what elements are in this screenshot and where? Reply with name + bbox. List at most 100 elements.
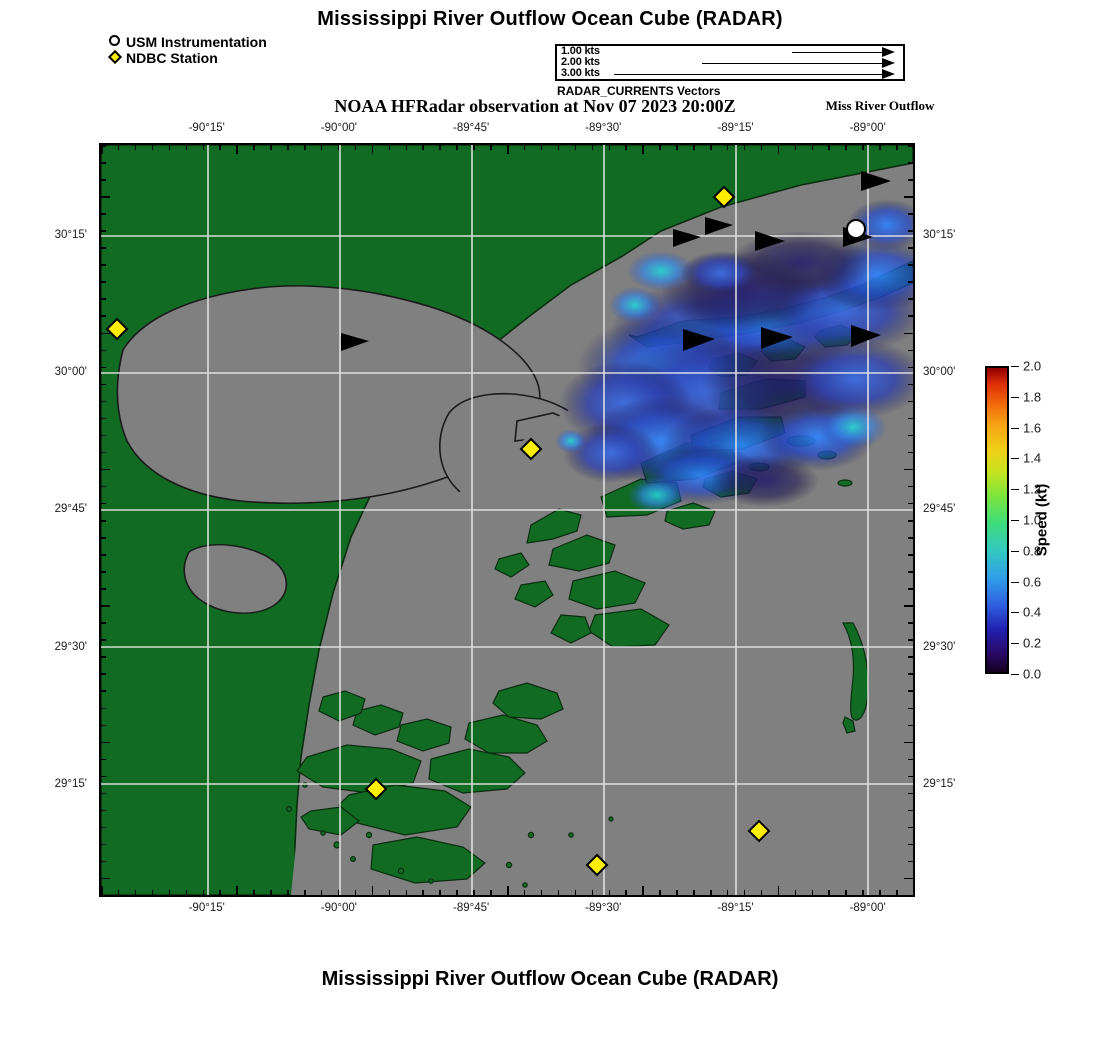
vector-scale-label-2: 2.00 kts	[561, 56, 600, 68]
axis-tick	[101, 690, 106, 692]
axis-tick	[101, 741, 110, 744]
axis-tick	[908, 588, 913, 590]
axis-tick	[710, 145, 712, 150]
colorbar[interactable]: 2.0 1.8 1.6 1.4 1.2 1.0 0.8 0.6 0.4 0.2 0.0	[985, 359, 1041, 682]
axis-tick	[117, 145, 120, 150]
axis-tick	[625, 890, 627, 895]
axis-tick-label-lon: -89°30'	[585, 122, 622, 134]
axis-tick	[287, 890, 289, 895]
axis-tick	[904, 196, 913, 198]
axis-tick	[908, 451, 913, 454]
axis-tick	[101, 809, 106, 812]
axis-tick	[101, 213, 106, 215]
axis-tick	[908, 690, 913, 692]
axis-tick	[908, 162, 913, 164]
axis-tick	[168, 890, 171, 895]
ndbc-station-marker[interactable]	[585, 853, 609, 877]
axis-tick	[904, 741, 913, 744]
axis-tick	[270, 890, 272, 895]
axis-tick	[219, 145, 221, 150]
axis-tick	[908, 485, 913, 488]
colorbar-tick-label: 1.6	[1023, 420, 1042, 436]
colorbar-tick-label: 1.4	[1023, 450, 1042, 466]
colorbar-tick-label: 1.8	[1023, 389, 1042, 405]
axis-ticks-top	[101, 145, 913, 154]
axis-tick	[101, 145, 103, 154]
map-canvas[interactable]	[101, 145, 913, 895]
axis-tick	[236, 886, 238, 895]
colorbar-tick	[1011, 396, 1019, 398]
axis-tick	[101, 758, 106, 761]
axis-tick	[908, 349, 913, 352]
axis-tick	[320, 145, 323, 150]
ndbc-station-marker[interactable]	[712, 185, 736, 209]
axis-tick	[896, 145, 898, 150]
axis-tick	[101, 315, 106, 317]
axis-tick	[371, 145, 374, 154]
axis-tick	[101, 860, 106, 863]
axis-tick	[101, 145, 106, 147]
axis-tick	[490, 890, 492, 895]
region-label: Miss River Outflow	[825, 98, 935, 113]
colorbar-tick	[1011, 366, 1019, 367]
vector-scale-row-2: 2.00 kts	[557, 56, 903, 69]
vector-arrowhead-2	[882, 58, 895, 68]
axis-tick	[811, 145, 813, 150]
colorbar-tick	[1011, 427, 1019, 429]
current-vector-arrows	[341, 171, 891, 351]
axis-tick	[608, 145, 610, 150]
axis-tick	[908, 724, 913, 727]
ndbc-station-marker[interactable]	[519, 437, 543, 461]
axis-tick	[908, 383, 913, 386]
axis-tick	[908, 826, 913, 829]
axis-tick	[101, 179, 106, 181]
station-markers[interactable]	[105, 185, 866, 877]
axis-tick	[908, 673, 913, 675]
axis-tick	[117, 890, 120, 895]
map-plot-area[interactable]	[99, 143, 915, 897]
colorbar-tick-label: 0.8	[1023, 543, 1042, 559]
axis-tick-label-lon: -90°00'	[320, 122, 357, 134]
axis-tick	[523, 890, 526, 895]
axis-tick	[743, 890, 746, 895]
axis-tick	[151, 890, 154, 895]
colorbar-tick	[1011, 550, 1019, 552]
axis-tick	[134, 145, 137, 150]
axis-tick	[828, 890, 830, 895]
axis-tick	[101, 162, 106, 164]
axis-tick	[304, 890, 306, 895]
axis-tick-label-lon: -90°15'	[188, 122, 225, 134]
axis-tick	[693, 145, 695, 150]
axis-tick	[236, 145, 238, 154]
vector-scale-row-1: 1.00 kts	[557, 46, 903, 58]
axis-tick	[908, 809, 913, 812]
ndbc-station-marker[interactable]	[105, 317, 129, 341]
colorbar-tick	[1011, 489, 1019, 491]
axis-tick	[828, 145, 830, 150]
axis-ticks-left	[101, 145, 110, 895]
footer-title: Mississippi River Outflow Ocean Cube (RA…	[321, 968, 779, 990]
ndbc-station-marker[interactable]	[364, 777, 388, 801]
axis-tick	[101, 877, 110, 880]
usm-instrumentation-marker[interactable]	[846, 219, 866, 239]
ndbc-station-marker[interactable]	[747, 819, 771, 843]
axis-tick	[151, 145, 154, 150]
axis-ticks-right	[904, 145, 913, 895]
axis-tick	[908, 213, 913, 215]
vector-scale-row-3: 3.00 kts	[557, 68, 903, 80]
axis-tick	[908, 145, 913, 147]
bottom-axis-labels: -90°15' -90°00' -89°45' -89°30' -89°15' -89°0…	[99, 902, 915, 918]
vector-shaft-2	[702, 63, 882, 64]
axis-tick	[101, 886, 103, 895]
colorbar-tick-label: 1.0	[1023, 512, 1042, 528]
axis-tick-label-lon: -90°15'	[188, 902, 225, 914]
axis-tick	[523, 145, 526, 150]
axis-tick	[845, 890, 847, 895]
axis-tick	[777, 886, 780, 895]
legend-label-usm: USM Instrumentation	[126, 34, 267, 50]
axis-tick	[101, 417, 106, 420]
axis-tick	[591, 890, 594, 895]
axis-tick-label-lat: 30°15'	[923, 228, 956, 241]
axis-tick	[908, 775, 913, 778]
axis-tick	[101, 366, 106, 369]
